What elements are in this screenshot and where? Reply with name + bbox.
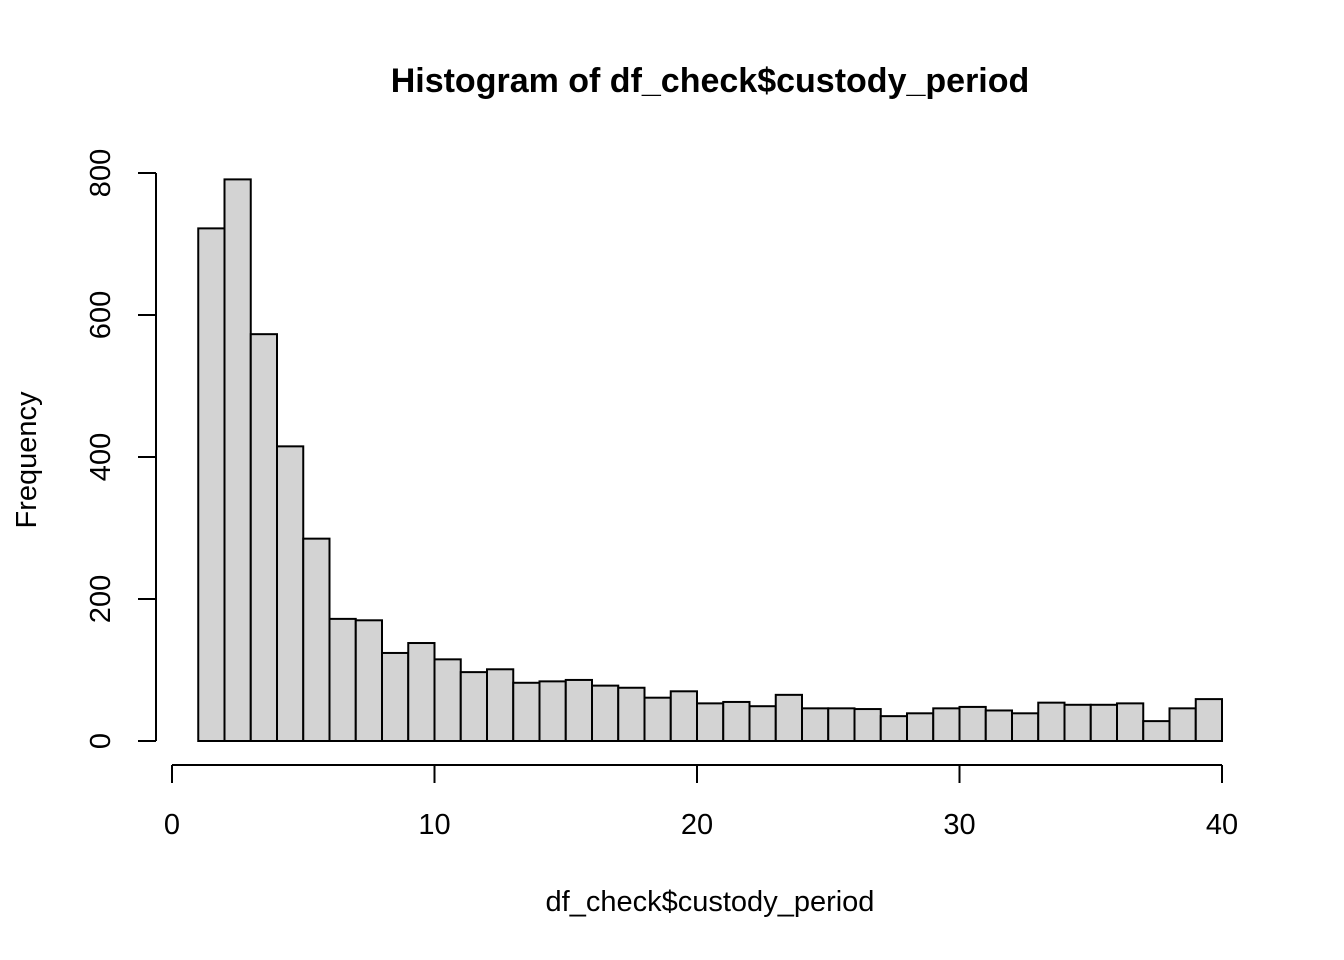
histogram-bar-25: [853, 708, 882, 742]
histogram-bar-35: [1116, 702, 1145, 742]
histogram-bar-11: [486, 668, 515, 742]
histogram-bar-24: [827, 707, 856, 743]
x-axis: 0 10 20 30 40: [164, 764, 1238, 841]
histogram-bar-15: [591, 684, 620, 742]
x-axis-label: df_check$custody_period: [546, 886, 875, 918]
y-axis: 0 200 400 600 800: [85, 149, 157, 749]
histogram-bar-19: [696, 702, 725, 742]
histogram-bar-8: [407, 642, 436, 743]
histogram-bar-29: [958, 705, 987, 742]
histogram-bar-37: [1168, 707, 1197, 743]
histogram-bar-18: [669, 690, 698, 742]
y-tick-label-3: 600: [85, 291, 117, 339]
histogram-bar-33: [1063, 703, 1092, 742]
histogram-bar-31: [1011, 712, 1040, 742]
histogram-bar-14: [564, 678, 593, 743]
bars-group: [197, 178, 1223, 743]
histogram-bar-20: [722, 700, 751, 743]
y-tick-label-4: 800: [85, 149, 117, 197]
histogram-bar-23: [801, 707, 830, 743]
y-tick-label-1: 200: [85, 575, 117, 623]
histogram-bar-21: [748, 705, 777, 743]
histogram-bar-34: [1089, 703, 1118, 742]
histogram-bar-36: [1142, 720, 1171, 742]
histogram-bar-16: [617, 686, 646, 742]
histogram-bar-7: [381, 651, 410, 743]
histogram-bar-30: [984, 709, 1013, 742]
chart-title: Histogram of df_check$custody_period: [391, 62, 1030, 100]
y-axis-label: Frequency: [11, 391, 43, 529]
histogram-bar-6: [354, 619, 383, 742]
histogram-bar-10: [459, 671, 488, 743]
histogram-bar-22: [774, 693, 803, 742]
histogram-bar-28: [932, 707, 961, 743]
histogram-bar-26: [879, 715, 908, 743]
x-tick-label-3: 30: [943, 809, 975, 841]
histogram-bar-12: [512, 681, 541, 743]
histogram-bar-38: [1194, 698, 1223, 742]
histogram-bar-5: [328, 617, 357, 743]
x-tick-label-0: 0: [164, 809, 180, 841]
histogram-bar-32: [1037, 701, 1066, 742]
histogram-bar-27: [906, 712, 935, 742]
x-tick-label-2: 20: [681, 809, 713, 841]
histogram-bar-0: [197, 227, 226, 742]
histogram-bar-17: [643, 696, 672, 743]
x-tick-label-4: 40: [1206, 809, 1238, 841]
histogram-bar-13: [538, 680, 567, 742]
y-tick-label-0: 0: [85, 733, 117, 749]
histogram-bar-1: [223, 178, 252, 742]
histogram-bar-2: [249, 333, 278, 742]
histogram-bar-3: [276, 445, 305, 742]
x-tick-label-1: 10: [418, 809, 450, 841]
histogram-bar-4: [302, 537, 331, 743]
y-tick-label-2: 400: [85, 433, 117, 481]
histogram-bar-9: [433, 658, 462, 742]
